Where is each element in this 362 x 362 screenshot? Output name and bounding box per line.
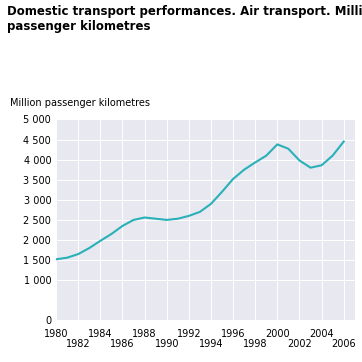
Text: Domestic transport performances. Air transport. Million
passenger kilometres: Domestic transport performances. Air tra… — [7, 5, 362, 33]
Text: 1984: 1984 — [88, 329, 113, 340]
Text: 2000: 2000 — [265, 329, 290, 340]
Text: Million passenger kilometres: Million passenger kilometres — [10, 98, 150, 108]
Text: 1990: 1990 — [155, 339, 179, 349]
Text: 2002: 2002 — [287, 339, 312, 349]
Text: 1996: 1996 — [221, 329, 245, 340]
Text: 1988: 1988 — [132, 329, 157, 340]
Text: 2006: 2006 — [331, 339, 356, 349]
Text: 2004: 2004 — [309, 329, 334, 340]
Text: 1994: 1994 — [199, 339, 223, 349]
Text: 1986: 1986 — [110, 339, 135, 349]
Text: 1998: 1998 — [243, 339, 268, 349]
Text: 1992: 1992 — [177, 329, 201, 340]
Text: 1980: 1980 — [44, 329, 68, 340]
Text: 1982: 1982 — [66, 339, 90, 349]
